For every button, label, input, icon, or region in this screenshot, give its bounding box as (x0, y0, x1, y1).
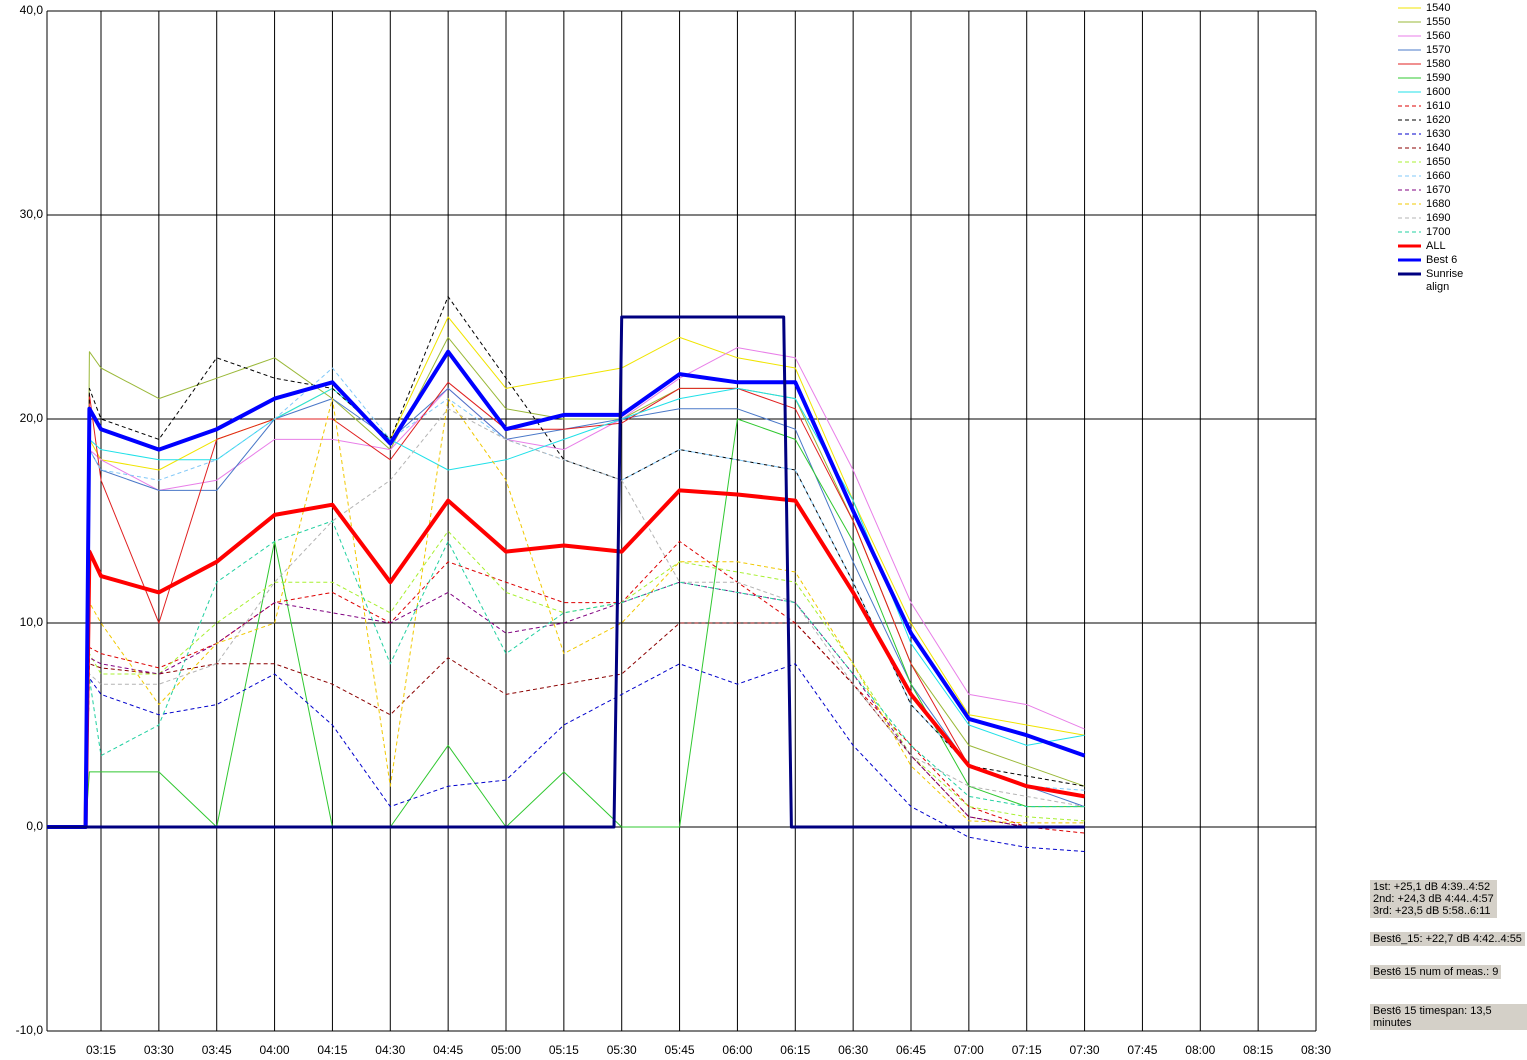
legend-label: 1680 (1426, 198, 1451, 210)
x-tick-label: 04:45 (433, 1043, 463, 1057)
series-line (47, 663, 1085, 852)
annotation: Best6_15: +22,7 dB 4:42..4:55 (1373, 933, 1522, 945)
legend-label: 1600 (1426, 86, 1451, 98)
x-tick-label: 06:00 (722, 1043, 752, 1057)
x-tick-label: 04:00 (260, 1043, 290, 1057)
series-line (47, 520, 1085, 828)
legend-label: 1700 (1426, 226, 1451, 238)
y-tick-label: 10,0 (20, 615, 44, 629)
annotation: Best6 15 timespan: 13,5 minutes (1373, 1005, 1492, 1029)
legend-label: 1610 (1426, 100, 1451, 112)
legend-label: 1650 (1426, 156, 1451, 168)
y-tick-label: 0,0 (26, 819, 43, 833)
x-tick-label: 05:00 (491, 1043, 521, 1057)
series-line (47, 581, 1085, 828)
series-line (47, 296, 1085, 828)
annotation: Best6 15 num of meas.: 9 (1373, 966, 1499, 978)
y-tick-label: -10,0 (16, 1023, 44, 1037)
legend-label: 1540 (1426, 2, 1451, 14)
annotation-box: Best6 15 timespan: 13,5 minutes (1370, 1004, 1527, 1030)
series-line (47, 488, 1085, 829)
annotation-box: 1st: +25,1 dB 4:39..4:52 2nd: +24,3 dB 4:… (1370, 880, 1497, 918)
x-tick-label: 08:30 (1301, 1043, 1331, 1057)
x-tick-label: 03:15 (86, 1043, 116, 1057)
x-tick-label: 07:15 (1012, 1043, 1042, 1057)
x-tick-label: 08:15 (1243, 1043, 1273, 1057)
annotation: 3rd: +23,5 dB 5:58..6:11 (1373, 905, 1491, 917)
x-tick-label: 08:00 (1185, 1043, 1215, 1057)
series-line (47, 336, 1085, 828)
x-tick-label: 06:45 (896, 1043, 926, 1057)
series-line (47, 540, 1085, 834)
legend-label: Best 6 (1426, 254, 1458, 266)
x-tick-label: 06:15 (780, 1043, 810, 1057)
legend-label: 1570 (1426, 44, 1451, 56)
annotation-box: Best6 15 num of meas.: 9 (1370, 965, 1502, 979)
x-tick-label: 06:30 (838, 1043, 868, 1057)
legend-label: 1580 (1426, 58, 1451, 70)
series-line (47, 530, 1085, 828)
annotation-box: Best6_15: +22,7 dB 4:42..4:55 (1370, 932, 1525, 946)
legend-label: Sunrise align (1426, 268, 1464, 293)
x-tick-label: 05:45 (665, 1043, 695, 1057)
legend-label: 1640 (1426, 142, 1451, 154)
x-tick-label: 07:30 (1070, 1043, 1100, 1057)
x-tick-label: 04:15 (317, 1043, 347, 1057)
legend-label: 1550 (1426, 16, 1451, 28)
x-tick-label: 03:30 (144, 1043, 174, 1057)
series-line (47, 349, 1086, 829)
x-tick-label: 04:30 (375, 1043, 405, 1057)
legend-label: 1620 (1426, 114, 1451, 126)
y-tick-label: 40,0 (20, 3, 44, 17)
x-tick-label: 07:45 (1127, 1043, 1157, 1057)
series-line (47, 315, 1085, 829)
series-line (47, 398, 1085, 828)
x-tick-label: 05:30 (607, 1043, 637, 1057)
series-line (47, 408, 1085, 828)
series-line (47, 622, 1085, 828)
y-tick-label: 30,0 (20, 207, 44, 221)
y-tick-label: 20,0 (20, 411, 44, 425)
legend-label: 1630 (1426, 128, 1451, 140)
legend-label: 1660 (1426, 170, 1451, 182)
annotation: 1st: +25,1 dB 4:39..4:52 (1373, 881, 1491, 893)
series-line (47, 367, 1085, 828)
legend-label: 1560 (1426, 30, 1451, 42)
x-tick-label: 05:15 (549, 1043, 579, 1057)
legend-label: 1690 (1426, 212, 1451, 224)
series-line (47, 347, 1085, 828)
series-line (47, 316, 1085, 828)
x-tick-label: 03:45 (202, 1043, 232, 1057)
legend-label: 1670 (1426, 184, 1451, 196)
legend-label: ALL (1426, 240, 1446, 252)
legend-label: 1590 (1426, 72, 1451, 84)
annotation: 2nd: +24,3 dB 4:44..4:57 (1373, 893, 1494, 905)
x-tick-label: 07:00 (954, 1043, 984, 1057)
